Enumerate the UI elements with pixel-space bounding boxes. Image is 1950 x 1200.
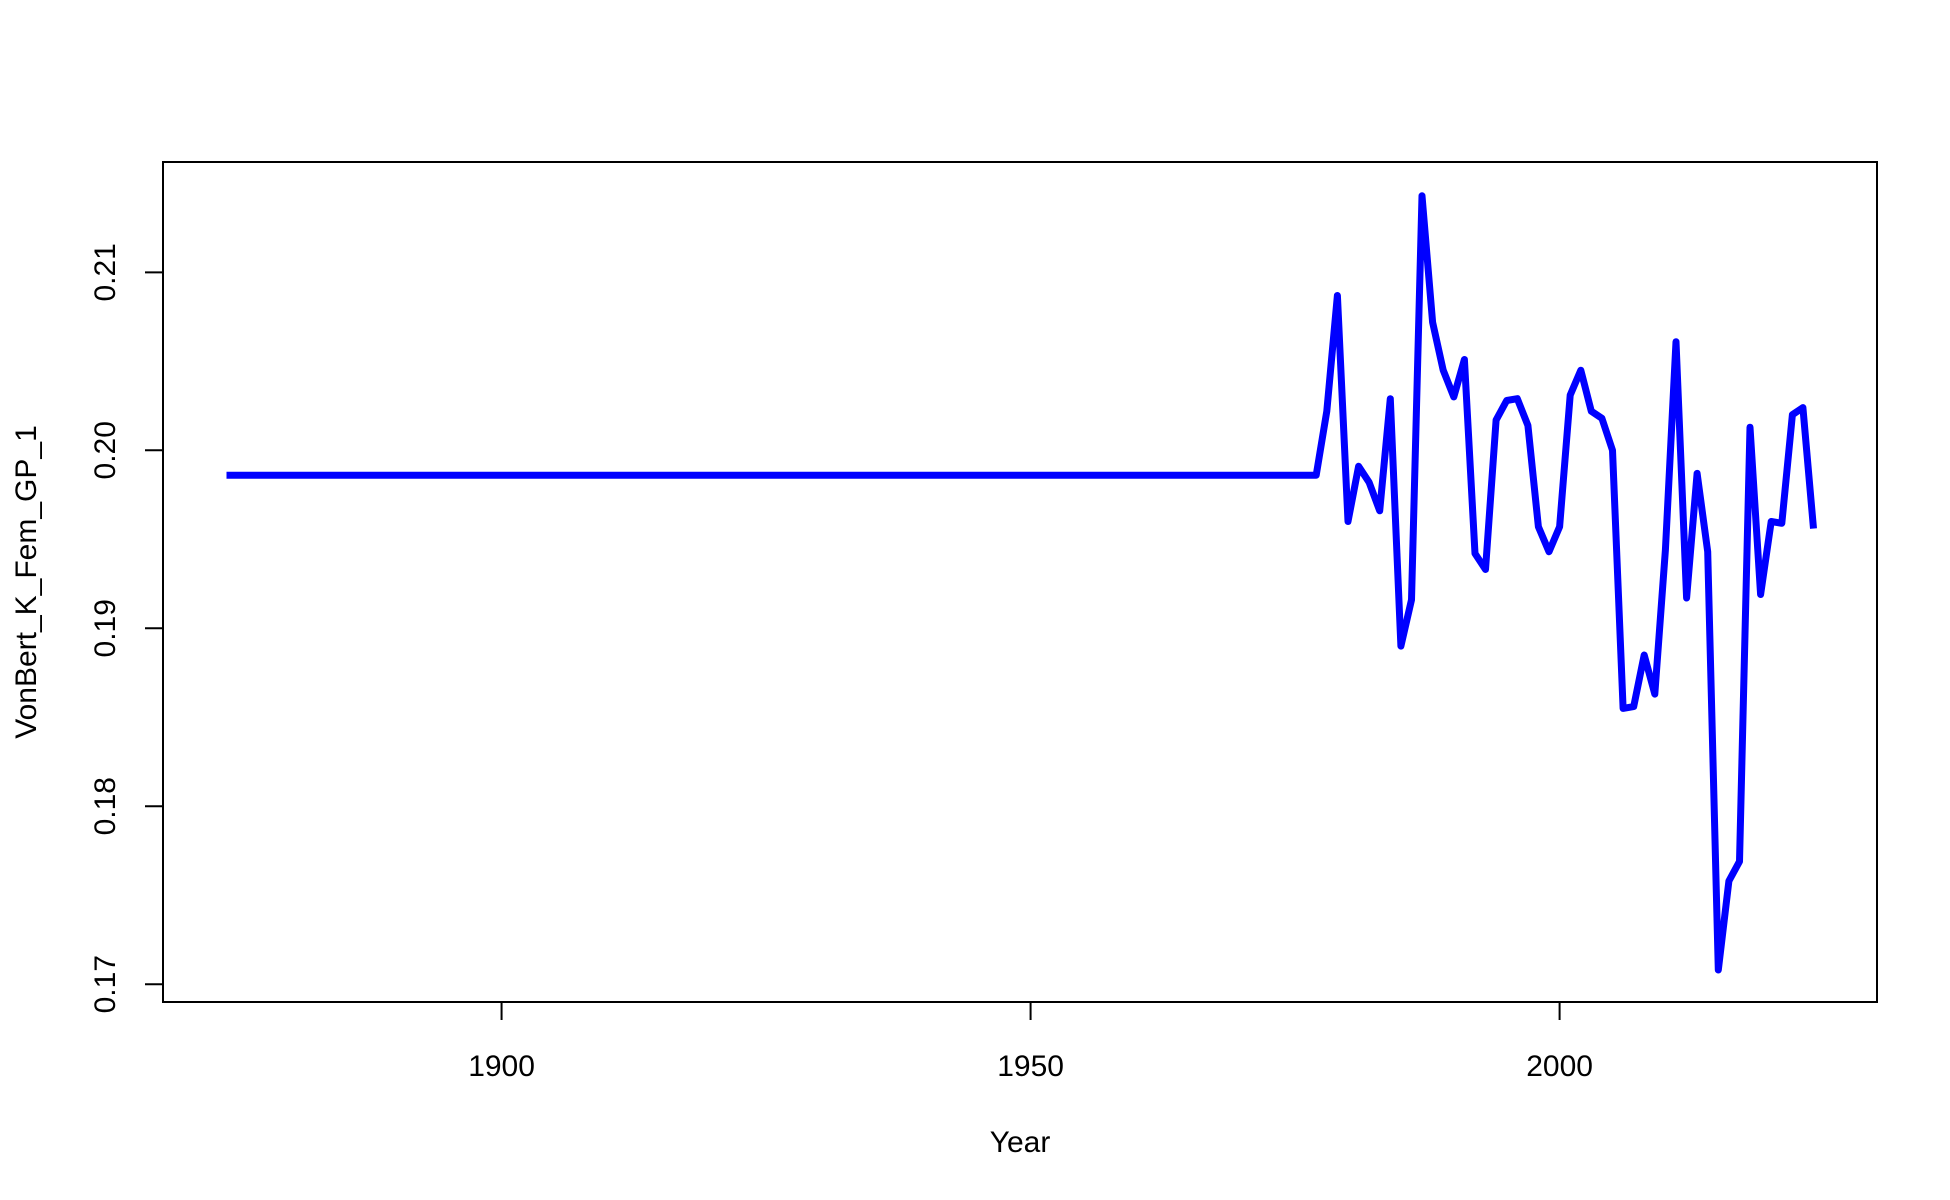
x-tick-label: 2000 [1526, 1050, 1593, 1083]
y-axis-title: VonBert_K_Fem_GP_1 [10, 425, 43, 739]
x-tick-label: 1950 [997, 1050, 1064, 1083]
y-tick-label: 0.17 [89, 955, 122, 1013]
y-tick-label: 0.18 [89, 777, 122, 835]
x-axis: 1900 1950 2000 [468, 1001, 1593, 1083]
y-tick-label: 0.21 [89, 243, 122, 301]
y-axis: 0.17 0.18 0.19 0.20 0.21 [89, 243, 164, 1013]
series-line-0 [226, 192, 1817, 974]
x-tick-label: 1900 [468, 1050, 535, 1083]
y-tick-label: 0.19 [89, 599, 122, 657]
x-axis-title: Year [990, 1126, 1051, 1159]
y-tick-label: 0.20 [89, 421, 122, 479]
series-layer [226, 192, 1817, 974]
